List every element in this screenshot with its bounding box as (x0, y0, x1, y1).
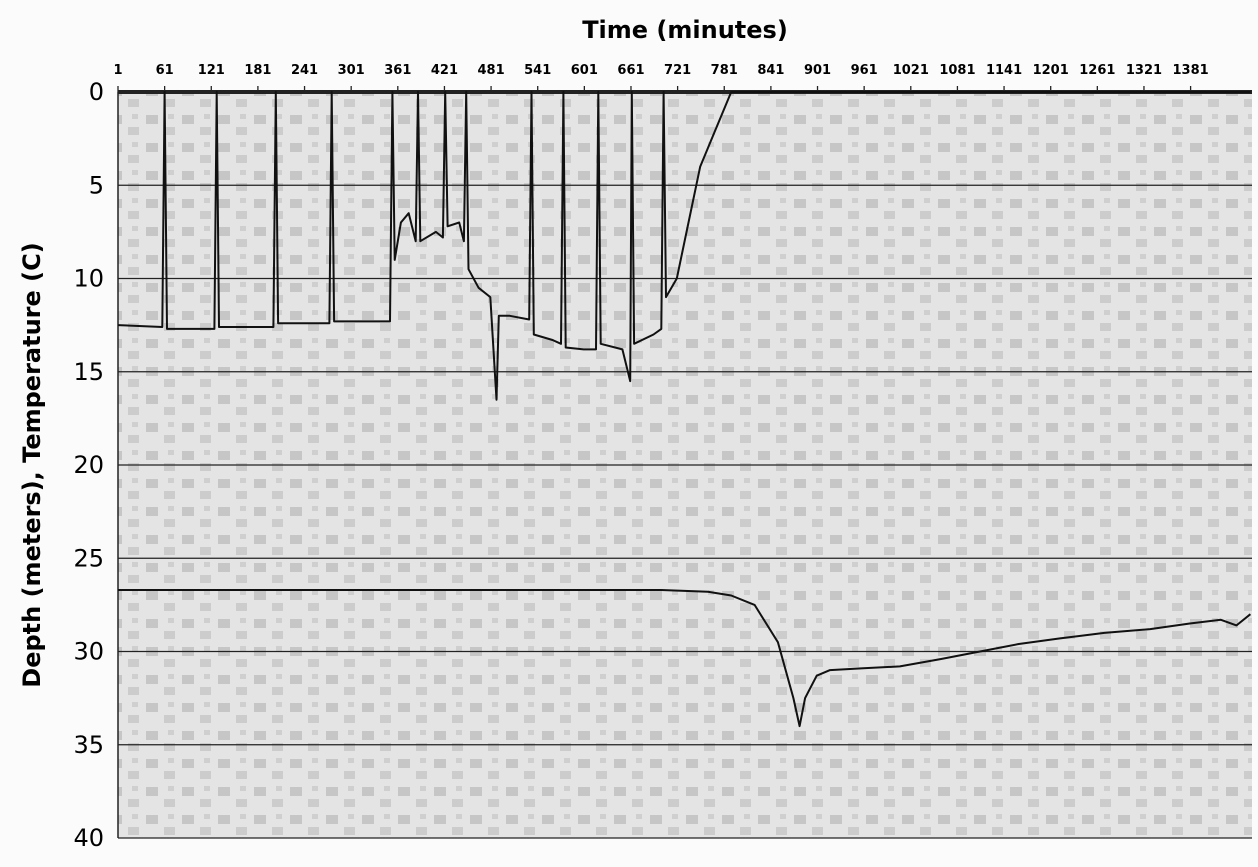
x-tick-label: 1381 (1173, 63, 1209, 78)
x-tick-label: 421 (431, 63, 458, 78)
line-series (118, 589, 1252, 728)
x-tick-label: 601 (571, 63, 598, 78)
y-tick-label: 0 (89, 78, 104, 106)
y-tick-label: 30 (73, 638, 104, 666)
y-tick-label: 5 (89, 171, 104, 199)
x-tick-label: 301 (338, 63, 365, 78)
x-tick-label: 1 (113, 63, 122, 78)
x-tick-label: 1021 (893, 63, 929, 78)
x-tick-label: 1081 (939, 63, 975, 78)
y-tick-label: 10 (73, 265, 104, 293)
line-series (117, 91, 1251, 401)
x-tick-label: 1261 (1079, 63, 1115, 78)
x-tick-label: 1321 (1126, 63, 1162, 78)
x-tick-label: 1141 (986, 63, 1022, 78)
x-tick-label: 181 (244, 63, 271, 78)
y-axis-label: Depth (meters), Temperature (C) (18, 242, 46, 687)
x-tick-label: 781 (711, 63, 738, 78)
x-tick-label: 361 (384, 63, 411, 78)
x-tick-label: 661 (617, 63, 644, 78)
x-tick-label: 721 (664, 63, 691, 78)
x-tick-label: 61 (156, 63, 174, 78)
x-tick-label: 481 (478, 63, 505, 78)
chart-title: Time (minutes) (582, 16, 788, 44)
y-tick-label: 40 (73, 824, 104, 852)
x-tick-label: 241 (291, 63, 318, 78)
x-tick-label: 961 (851, 63, 878, 78)
x-tick-label: 1201 (1033, 63, 1069, 78)
y-tick-label: 35 (73, 731, 104, 759)
x-tick-label: 541 (524, 63, 551, 78)
y-tick-label: 20 (73, 451, 104, 479)
y-tick-label: 15 (73, 358, 104, 386)
x-tick-label: 841 (757, 63, 784, 78)
x-tick-label: 901 (804, 63, 831, 78)
x-tick-label: 121 (198, 63, 225, 78)
y-tick-label: 25 (73, 544, 104, 572)
